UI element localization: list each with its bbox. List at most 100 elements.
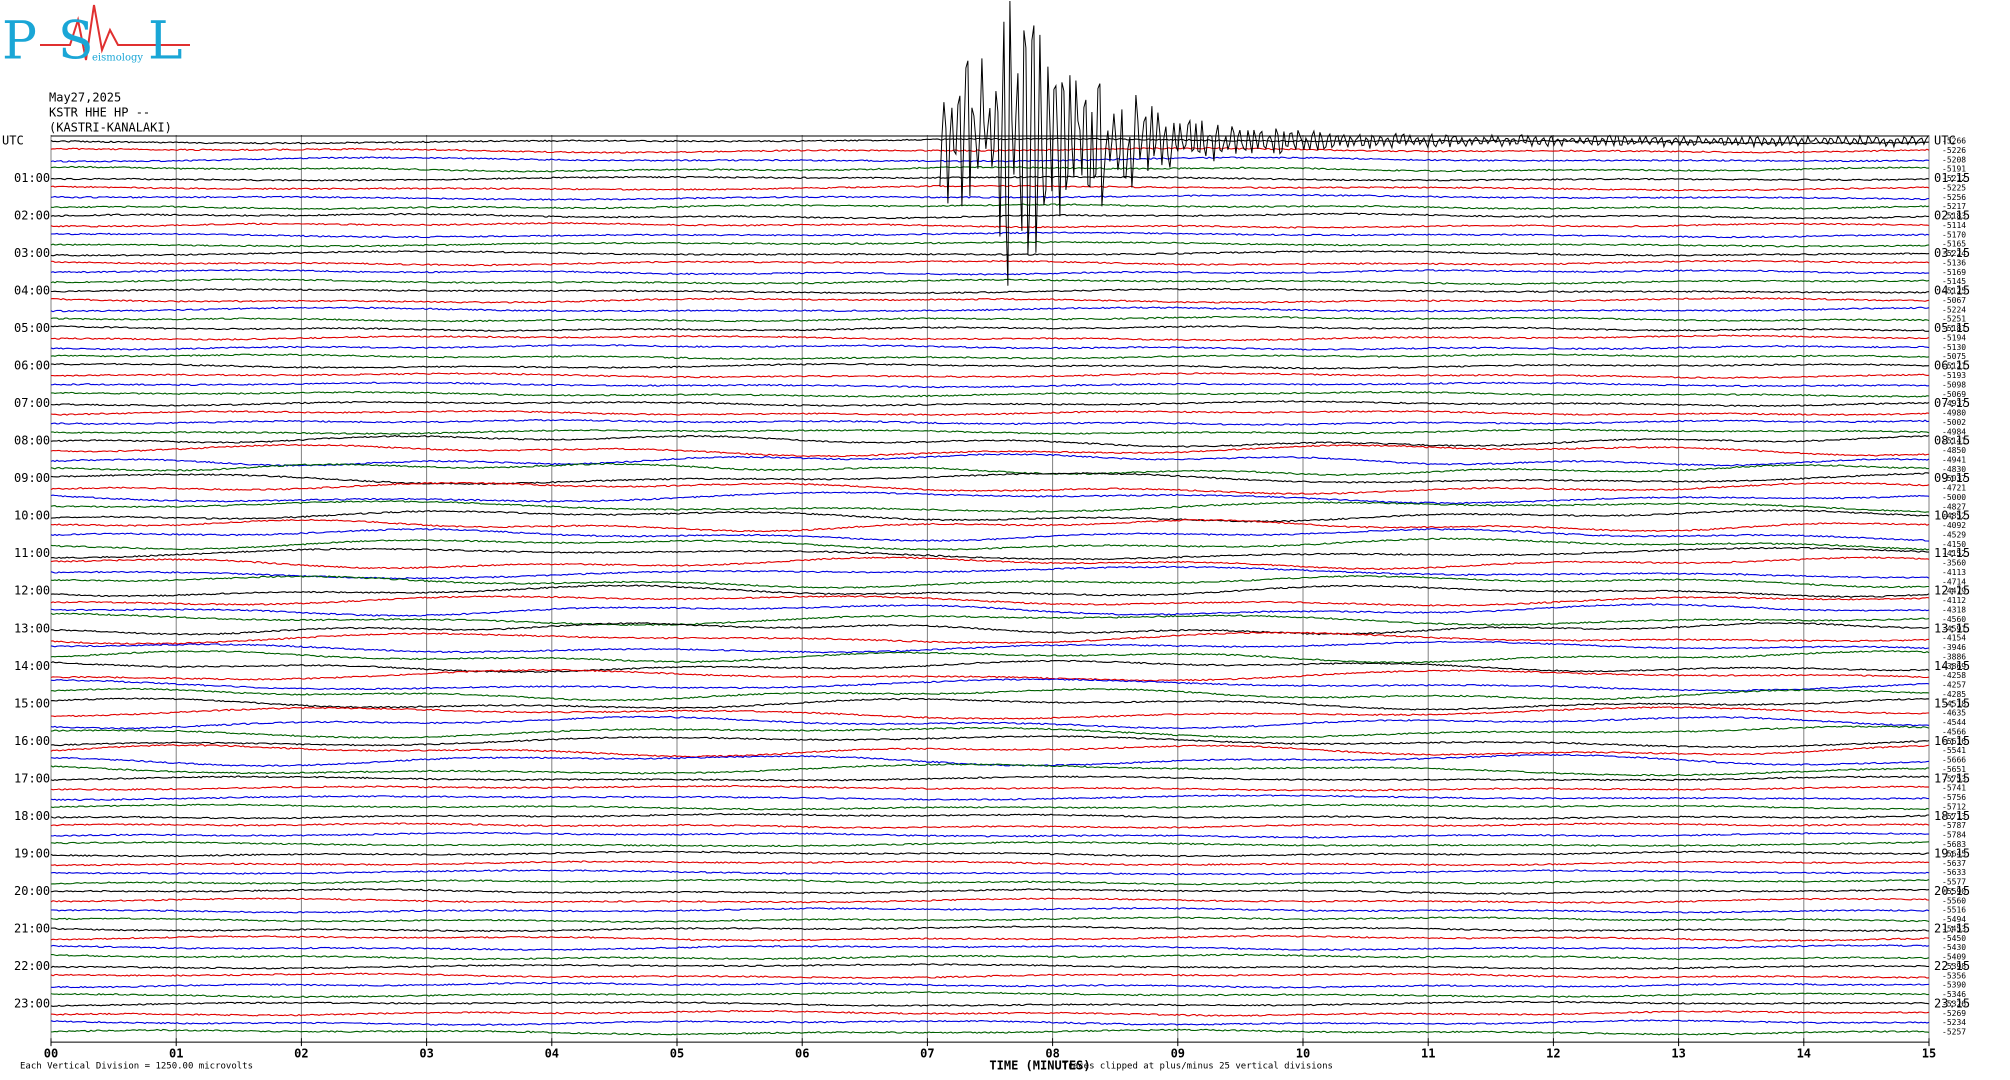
x-tick-label: 13 bbox=[1671, 1047, 1685, 1061]
hour-label-right: 22:15 bbox=[1934, 959, 1970, 973]
x-tick-label: 04 bbox=[545, 1047, 559, 1061]
trace-offset: -5225 bbox=[1942, 183, 1966, 192]
trace bbox=[50, 803, 1930, 811]
trace bbox=[50, 715, 1930, 730]
trace bbox=[50, 631, 1929, 645]
trace-offset: -4984 bbox=[1942, 427, 1966, 436]
hour-label-left: 19:00 bbox=[14, 846, 50, 860]
trace-offset: -5212 bbox=[1942, 174, 1966, 183]
trace bbox=[50, 822, 1930, 829]
trace bbox=[50, 775, 1930, 782]
scale-note: Each Vertical Division = 1250.00 microvo… bbox=[20, 1062, 253, 1072]
x-tick-label: 03 bbox=[419, 1047, 433, 1061]
trace bbox=[50, 443, 1930, 458]
trace bbox=[50, 222, 1930, 229]
trace bbox=[50, 278, 1930, 286]
trace bbox=[50, 240, 1930, 248]
trace bbox=[50, 353, 1930, 360]
trace-offset: -4479 bbox=[1942, 587, 1966, 596]
hour-label-right: 07:15 bbox=[1934, 396, 1970, 410]
trace-offset: -5516 bbox=[1942, 906, 1966, 915]
trace-offset: -5067 bbox=[1942, 296, 1966, 305]
trace bbox=[50, 878, 1930, 886]
trace bbox=[50, 706, 1930, 720]
trace bbox=[50, 831, 1930, 839]
trace-offset: -5266 bbox=[1942, 137, 1966, 146]
trace bbox=[50, 603, 1930, 617]
trace bbox=[51, 259, 1930, 267]
trace bbox=[50, 428, 1930, 435]
trace-offset: -4285 bbox=[1942, 690, 1966, 699]
hour-label-right: 15:15 bbox=[1934, 696, 1970, 710]
trace bbox=[50, 981, 1930, 989]
trace-offset: -5326 bbox=[1942, 999, 1966, 1008]
trace bbox=[50, 518, 1930, 533]
hour-label-left: 16:00 bbox=[14, 734, 50, 748]
trace-offset: -5560 bbox=[1942, 896, 1966, 905]
trace bbox=[50, 925, 1930, 933]
trace bbox=[50, 906, 1930, 914]
trace bbox=[50, 156, 1930, 163]
trace-offset: -5224 bbox=[1942, 305, 1966, 314]
trace bbox=[50, 972, 1930, 979]
trace bbox=[50, 175, 1930, 182]
event-trace bbox=[939, 0, 1929, 286]
trace-offset: -5390 bbox=[1942, 981, 1966, 990]
hour-label-right: 19:15 bbox=[1934, 846, 1970, 860]
trace-offset: -4544 bbox=[1942, 718, 1966, 727]
trace bbox=[50, 381, 1930, 389]
trace-offset: -5713 bbox=[1942, 812, 1966, 821]
hour-label-right: 03:15 bbox=[1934, 246, 1970, 260]
trace-offset: -5226 bbox=[1942, 146, 1966, 155]
trace-offset: -4830 bbox=[1942, 465, 1966, 474]
hour-label-right: 08:15 bbox=[1934, 434, 1970, 448]
hour-label-right: 18:15 bbox=[1934, 809, 1970, 823]
trace bbox=[50, 315, 1930, 323]
hour-label-right: 06:15 bbox=[1934, 359, 1970, 373]
trace bbox=[50, 678, 1930, 692]
trace bbox=[50, 1009, 1930, 1017]
trace bbox=[51, 334, 1930, 342]
trace-offset: -5683 bbox=[1942, 840, 1966, 849]
trace bbox=[50, 344, 1930, 351]
trace-offset: -5114 bbox=[1942, 221, 1966, 230]
trace bbox=[50, 453, 1930, 467]
trace bbox=[50, 297, 1930, 304]
hour-label-right: 10:15 bbox=[1934, 509, 1970, 523]
trace-offset: -5125 bbox=[1942, 287, 1966, 296]
hour-label-right: 16:15 bbox=[1934, 734, 1970, 748]
hour-label-left: 05:00 bbox=[14, 321, 50, 335]
trace-offset: -4591 bbox=[1942, 624, 1966, 633]
hour-label-right: 02:15 bbox=[1934, 209, 1970, 223]
trace-offset: -5494 bbox=[1942, 915, 1966, 924]
hour-label-right: 23:15 bbox=[1934, 996, 1970, 1010]
trace bbox=[50, 735, 1930, 749]
trace-offset: -5398 bbox=[1942, 962, 1966, 971]
trace bbox=[50, 944, 1930, 951]
logo-letter: S bbox=[58, 12, 94, 72]
trace bbox=[50, 137, 1930, 145]
trace bbox=[50, 462, 1930, 476]
trace-offset: -5136 bbox=[1942, 258, 1966, 267]
trace-offset: -5753 bbox=[1942, 774, 1966, 783]
trace-offset: -5257 bbox=[1942, 1028, 1966, 1037]
trace bbox=[50, 287, 1930, 295]
trace-offset: -5194 bbox=[1942, 333, 1966, 342]
trace bbox=[50, 725, 1930, 739]
x-tick-label: 08 bbox=[1045, 1047, 1059, 1061]
trace bbox=[50, 500, 1929, 513]
x-tick-label: 06 bbox=[795, 1047, 809, 1061]
trace-offset: -4152 bbox=[1942, 549, 1966, 558]
hour-label-right: 13:15 bbox=[1934, 621, 1970, 635]
trace-offset: -5169 bbox=[1942, 268, 1966, 277]
trace-offset: -5787 bbox=[1942, 821, 1966, 830]
trace bbox=[50, 269, 1929, 276]
station: (KASTRI-KANALAKI) bbox=[49, 121, 172, 135]
trace bbox=[50, 744, 1930, 758]
x-tick-label: 01 bbox=[169, 1047, 183, 1061]
trace bbox=[50, 916, 1930, 923]
trace bbox=[50, 850, 1929, 858]
trace bbox=[50, 556, 1930, 571]
trace-offset: -5037 bbox=[1942, 474, 1966, 483]
trace bbox=[50, 203, 1930, 210]
